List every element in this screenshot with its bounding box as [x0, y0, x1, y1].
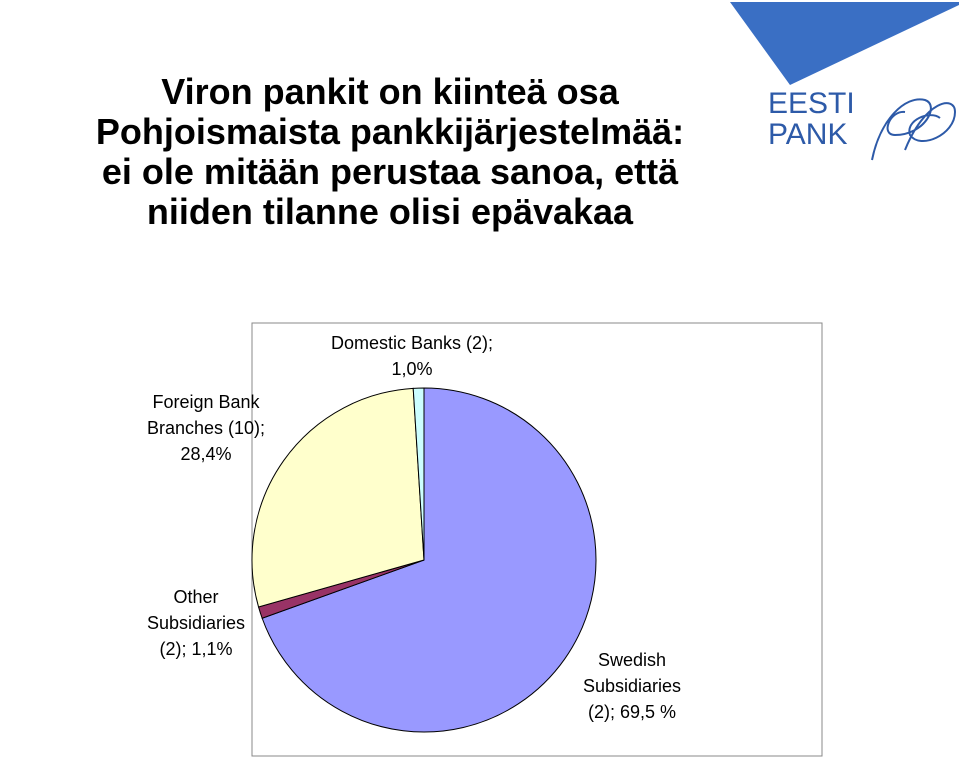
data-label: Domestic Banks (2); 1,0% — [330, 333, 494, 379]
data-label: Swedish Subsidiaries (2); 69,5 % — [582, 650, 682, 722]
title-line: niiden tilanne olisi epävakaa — [146, 191, 634, 232]
data-label: Other Subsidiaries (2); 1,1% — [146, 587, 246, 659]
title-line: Pohjoismaista pankkijärjestelmää: — [95, 111, 685, 152]
logo-text: PANK — [768, 118, 847, 151]
logo-triangle — [730, 2, 959, 85]
plot-frame — [251, 322, 823, 757]
logo-mark — [871, 98, 957, 161]
pie-slice — [261, 387, 597, 733]
title-line: Viron pankit on kiinteä osa — [161, 71, 619, 112]
title: Viron pankit on kiinteä osa Pohjoismaist… — [30, 72, 750, 232]
pie-slice — [251, 387, 425, 608]
pie-slice — [412, 387, 425, 561]
title-line: ei ole mitään perustaa sanoa, että — [101, 151, 679, 192]
data-label: Foreign Bank Branches (10); 28,4% — [146, 392, 266, 464]
logo-text: EESTI — [768, 87, 855, 120]
